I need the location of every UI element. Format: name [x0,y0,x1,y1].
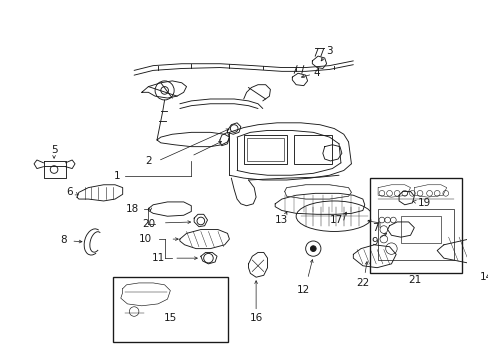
Bar [294,135,332,164]
Text: 21: 21 [408,275,421,285]
Circle shape [310,246,316,252]
Text: 11: 11 [151,253,164,263]
Text: 5: 5 [51,144,57,154]
Bar [400,216,440,243]
Text: 4: 4 [313,68,320,78]
Text: 20: 20 [142,219,155,229]
Text: 14: 14 [479,272,488,282]
Text: 7: 7 [372,222,378,233]
Text: 19: 19 [417,198,430,208]
Text: 1: 1 [113,171,120,181]
Text: 2: 2 [145,156,151,166]
Text: 17: 17 [329,215,342,225]
Bar [370,178,461,273]
Text: 6: 6 [66,188,73,197]
Text: 15: 15 [163,313,177,323]
Text: 22: 22 [355,278,369,288]
Text: 10: 10 [139,234,152,244]
Text: 16: 16 [249,313,262,323]
Text: 18: 18 [125,204,139,213]
Text: 13: 13 [275,215,288,225]
Text: 8: 8 [60,235,67,245]
Text: 12: 12 [297,285,310,294]
Bar [246,138,283,161]
Bar [377,208,453,260]
Text: 3: 3 [325,46,332,56]
Bar [243,135,286,164]
Text: 9: 9 [370,237,377,247]
Bar [113,277,227,342]
